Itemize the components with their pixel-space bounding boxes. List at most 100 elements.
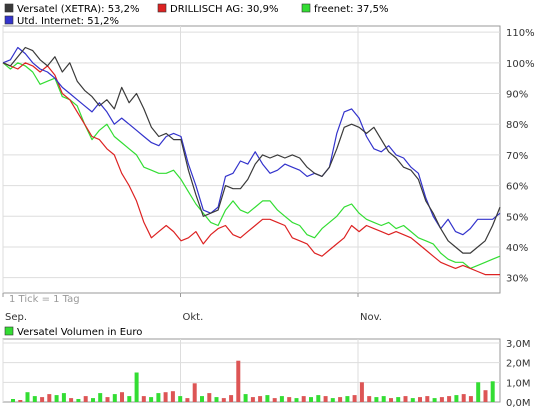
main-y-tick-label: 40%: [506, 243, 528, 254]
volume-bar: [425, 396, 430, 402]
volume-bar: [61, 393, 66, 402]
legend-swatch: [301, 3, 311, 13]
volume-y-tick-label: 2,0M: [506, 359, 531, 370]
volume-bar: [258, 396, 263, 402]
volume-bar: [170, 391, 175, 402]
volume-chart-panel: 0,0M 1,0M 2,0M 3,0M Versatel Volumen in Eur…: [2, 326, 531, 409]
volume-bar: [316, 395, 321, 402]
volume-bar: [25, 392, 30, 402]
volume-y-tick-label: 0,0M: [506, 398, 531, 409]
main-plot-area: [2, 25, 501, 294]
volume-bar: [221, 398, 226, 402]
volume-bar: [367, 396, 372, 402]
volume-bar: [345, 396, 350, 402]
legend-swatch: [157, 3, 167, 13]
volume-bar: [76, 399, 81, 402]
main-y-axis-ticks: 30% 40% 50% 60% 70% 80% 90% 100% 110%: [506, 28, 535, 285]
volume-bar: [134, 372, 139, 402]
main-y-tick-label: 60%: [506, 182, 528, 193]
volume-bar: [279, 396, 284, 402]
volume-grid: [2, 339, 500, 402]
volume-bar: [11, 399, 15, 402]
volume-bar: [69, 398, 74, 402]
volume-bar: [112, 394, 117, 402]
volume-bar: [156, 393, 161, 402]
volume-bar: [301, 396, 306, 402]
volume-bar: [418, 397, 422, 402]
main-y-tick-label: 110%: [506, 28, 535, 39]
legend-label: DRILLISCH AG: 30,9%: [170, 4, 278, 15]
tick-note: 1 Tick = 1 Tag: [9, 294, 80, 305]
main-y-tick-label: 90%: [506, 90, 528, 101]
volume-bar: [178, 396, 183, 402]
series-line: [2, 62, 500, 276]
volume-bar: [389, 398, 393, 402]
volume-legend-swatch: [4, 326, 14, 336]
volume-bar: [265, 395, 270, 402]
volume-y-axis-ticks: 0,0M 1,0M 2,0M 3,0M: [506, 339, 531, 409]
volume-bar: [243, 394, 248, 402]
volume-bar: [32, 396, 37, 402]
volume-plot-area: [2, 338, 501, 403]
volume-bar: [432, 398, 437, 402]
volume-bar: [207, 393, 212, 402]
volume-bar: [250, 397, 255, 402]
volume-bar: [287, 397, 292, 402]
volume-bar: [18, 400, 23, 402]
legend-label: freenet: 37,5%: [314, 4, 388, 15]
volume-bar: [454, 395, 459, 402]
main-x-tick-label: Nov.: [360, 312, 382, 323]
legend: Versatel (XETRA): 53,2%Utd. Internet: 51…: [4, 3, 388, 27]
volume-legend: Versatel Volumen in Euro: [4, 326, 142, 338]
volume-bar: [476, 382, 481, 402]
volume-bar: [272, 398, 277, 402]
volume-bar: [381, 396, 386, 402]
volume-bar: [359, 382, 364, 402]
volume-bar: [338, 397, 343, 402]
volume-bar: [352, 395, 357, 402]
volume-bar: [396, 397, 401, 402]
volume-y-tick-label: 3,0M: [506, 339, 531, 350]
legend-label: Utd. Internet: 51,2%: [17, 16, 119, 27]
volume-bar: [40, 397, 45, 402]
volume-bar: [149, 397, 154, 402]
main-series-lines: [2, 46, 501, 276]
main-y-tick-label: 50%: [506, 212, 528, 223]
legend-label: Versatel (XETRA): 53,2%: [17, 4, 139, 15]
volume-bar: [120, 392, 124, 402]
volume-bar: [214, 397, 219, 402]
legend-swatch: [4, 15, 14, 25]
volume-bar: [403, 396, 408, 402]
volume-bar: [374, 397, 379, 402]
main-y-tick-label: 80%: [506, 120, 528, 131]
main-grid: [2, 26, 500, 293]
volume-bar: [200, 396, 204, 402]
main-y-tick-label: 30%: [506, 274, 528, 285]
main-y-tick-label: 100%: [506, 59, 535, 70]
volume-bar: [294, 398, 299, 402]
volume-bar: [127, 396, 132, 402]
volume-bar: [83, 396, 88, 402]
series-line: [2, 46, 501, 236]
volume-bar: [439, 397, 444, 402]
volume-bar: [47, 394, 52, 402]
main-x-tick-label: Sep.: [5, 312, 27, 323]
volume-bar: [91, 398, 95, 402]
volume-bars: [11, 360, 495, 402]
volume-bar: [468, 396, 473, 402]
series-line: [2, 46, 501, 254]
volume-legend-label: Versatel Volumen in Euro: [17, 327, 142, 338]
main-x-tick-label: Okt.: [183, 312, 204, 323]
main-x-axis-ticks: Sep. Okt. Nov.: [2, 293, 382, 323]
volume-bar: [447, 396, 452, 402]
volume-bar: [163, 392, 168, 402]
volume-y-tick-label: 1,0M: [506, 378, 531, 389]
volume-bar: [98, 393, 103, 402]
volume-bar: [330, 398, 335, 402]
volume-bar: [309, 397, 313, 402]
volume-bar: [461, 394, 466, 402]
volume-bar: [229, 395, 234, 402]
main-chart-panel: 30% 40% 50% 60% 70% 80% 90% 100% 110% Sep. Okt. No…: [2, 25, 535, 323]
volume-bar: [54, 395, 59, 402]
